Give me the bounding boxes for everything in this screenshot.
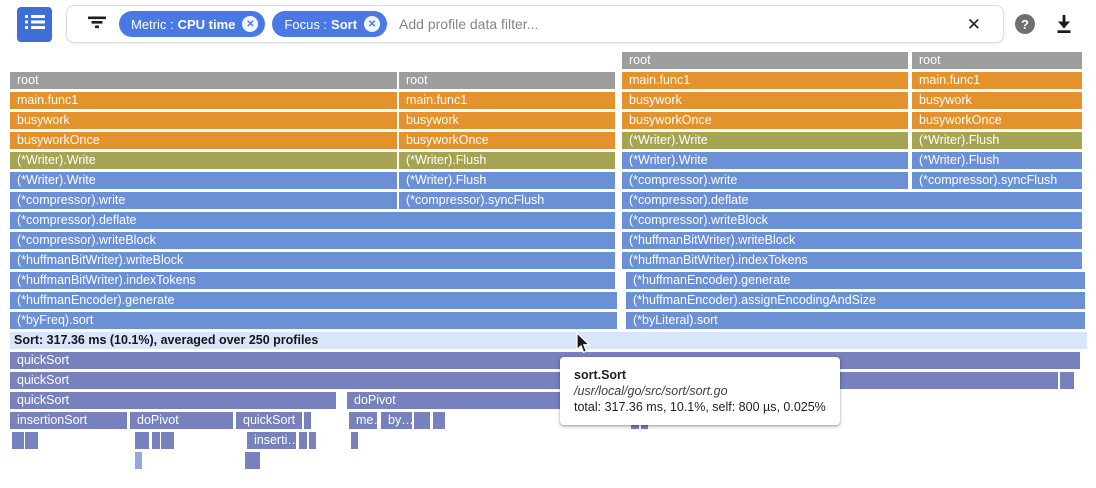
frame-quickSort[interactable]: quickSort — [10, 392, 336, 409]
list-icon — [24, 14, 45, 35]
frame-main.func1[interactable]: main.func1 — [10, 92, 397, 109]
frame-(*Writer).Flush[interactable]: (*Writer).Flush — [912, 132, 1082, 149]
frame-(*huffmanBitWriter).indexTokens[interactable]: (*huffmanBitWriter).indexTokens — [622, 252, 1082, 269]
flame-sliver[interactable] — [12, 432, 24, 449]
flame-sliver[interactable] — [299, 432, 307, 449]
frame-quickSort[interactable]: quickSort — [10, 352, 1080, 369]
flame-sliver[interactable] — [25, 432, 32, 449]
frame-main.func1[interactable]: main.func1 — [912, 72, 1082, 89]
frame-(*huffmanBitWriter).indexTokens[interactable]: (*huffmanBitWriter).indexTokens — [10, 272, 615, 289]
flame-sliver[interactable] — [152, 432, 160, 449]
frame-(*Writer).Write[interactable]: (*Writer).Write — [10, 172, 397, 189]
frame-(*huffmanEncoder).generate[interactable]: (*huffmanEncoder).generate — [10, 292, 617, 309]
focus-band-sort[interactable]: Sort: 317.36 ms (10.1%), averaged over 2… — [10, 332, 1087, 349]
frame-quickSort[interactable]: quickSort — [236, 412, 302, 429]
filter-placeholder: Add profile data filter... — [399, 16, 539, 32]
flame-sliver[interactable] — [433, 412, 440, 429]
frame-(*Writer).Flush[interactable]: (*Writer).Flush — [912, 152, 1082, 169]
flame-sliver[interactable] — [1060, 372, 1074, 389]
mouse-cursor-icon — [576, 331, 591, 359]
frame-root[interactable]: root — [912, 52, 1082, 69]
chip-value: CPU time — [177, 16, 236, 32]
frame-root[interactable]: root — [622, 52, 908, 69]
download-icon[interactable] — [1054, 13, 1074, 39]
frame-(*Writer).Write[interactable]: (*Writer).Write — [622, 152, 908, 169]
frame-(*compressor).write[interactable]: (*compressor).write — [10, 192, 397, 209]
flame-sliver[interactable] — [351, 432, 358, 449]
frame-main.func1[interactable]: main.func1 — [399, 92, 615, 109]
frame-(*Writer).Flush[interactable]: (*Writer).Flush — [399, 172, 615, 189]
frame-busywork[interactable]: busywork — [399, 112, 615, 129]
flame-sliver[interactable] — [245, 452, 252, 469]
filter-input[interactable]: Metric : CPU time ✕ Focus : Sort ✕ Add p… — [66, 5, 1004, 43]
profile-list-menu-button[interactable] — [17, 7, 52, 42]
frame-(*compressor).syncFlush[interactable]: (*compressor).syncFlush — [912, 172, 1082, 189]
frame-busywork[interactable]: busywork — [622, 92, 908, 109]
tooltip-title: sort.Sort — [574, 368, 627, 382]
frame-busyworkOnce[interactable]: busyworkOnce — [912, 112, 1082, 129]
chip-value: Sort — [331, 16, 358, 32]
flame-sliver[interactable] — [438, 412, 445, 429]
tooltip-path: /usr/local/go/src/sort/sort.go — [574, 384, 728, 398]
frame-busywork[interactable]: busywork — [10, 112, 397, 129]
frame-(*huffmanEncoder).assignEncodingAndSize[interactable]: (*huffmanEncoder).assignEncodingAndSize — [626, 292, 1085, 309]
frame-(*compressor).writeBlock[interactable]: (*compressor).writeBlock — [622, 212, 1082, 229]
flame-sliver[interactable] — [414, 412, 430, 429]
flame-sliver[interactable] — [31, 432, 38, 449]
frame-(*huffmanBitWriter).writeBlock[interactable]: (*huffmanBitWriter).writeBlock — [10, 252, 615, 269]
filter-chip-focus[interactable]: Focus : Sort ✕ — [272, 11, 388, 37]
help-icon[interactable]: ? — [1015, 14, 1035, 34]
frame-doPivot[interactable]: doPivot — [130, 412, 233, 429]
frame-busywork[interactable]: busywork — [912, 92, 1082, 109]
frame-(*compressor).write[interactable]: (*compressor).write — [622, 172, 908, 189]
frame-quickSort[interactable]: quickSort — [10, 372, 1058, 389]
frame-busyworkOnce[interactable]: busyworkOnce — [622, 112, 908, 129]
frame-insertionSort[interactable]: insertionSort — [10, 412, 127, 429]
frame-(*byLiteral).sort[interactable]: (*byLiteral).sort — [626, 312, 1085, 329]
frame-(*Writer).Write[interactable]: (*Writer).Write — [10, 152, 397, 169]
filter-list-icon — [87, 14, 107, 35]
frame-(*compressor).syncFlush[interactable]: (*compressor).syncFlush — [399, 192, 615, 209]
flame-sliver[interactable] — [167, 432, 174, 449]
frame-(*Writer).Flush[interactable]: (*Writer).Flush — [399, 152, 615, 169]
frame-busyworkOnce[interactable]: busyworkOnce — [10, 132, 397, 149]
frame-main.func1[interactable]: main.func1 — [622, 72, 908, 89]
frame-(*huffmanBitWriter).writeBlock[interactable]: (*huffmanBitWriter).writeBlock — [622, 232, 1082, 249]
frame-(*compressor).deflate[interactable]: (*compressor).deflate — [10, 212, 615, 229]
chip-prefix: Metric : — [131, 16, 174, 32]
flame-sliver[interactable] — [135, 452, 142, 469]
frame-(*compressor).writeBlock[interactable]: (*compressor).writeBlock — [10, 232, 615, 249]
chip-prefix: Focus : — [284, 16, 328, 32]
tooltip-stats: total: 317.36 ms, 10.1%, self: 800 µs, 0… — [574, 400, 826, 414]
frame-(*huffmanEncoder).generate[interactable]: (*huffmanEncoder).generate — [626, 272, 1085, 289]
chip-remove-icon[interactable]: ✕ — [242, 16, 259, 32]
flame-sliver[interactable] — [309, 432, 316, 449]
frame-by…[interactable]: by… — [381, 412, 412, 429]
flame-sliver[interactable] — [249, 452, 256, 469]
flame-sliver[interactable] — [161, 432, 168, 449]
frame-tooltip: sort.Sort /usr/local/go/src/sort/sort.go… — [560, 357, 840, 425]
filter-chip-metric[interactable]: Metric : CPU time ✕ — [119, 11, 266, 37]
frame-(*Writer).Write[interactable]: (*Writer).Write — [622, 132, 908, 149]
frame-(*byFreq).sort[interactable]: (*byFreq).sort — [10, 312, 617, 329]
clear-filters-icon[interactable]: ✕ — [966, 15, 981, 34]
chip-remove-icon[interactable]: ✕ — [364, 16, 381, 32]
flame-sliver[interactable] — [135, 432, 149, 449]
frame-root[interactable]: root — [10, 72, 397, 89]
frame-busyworkOnce[interactable]: busyworkOnce — [399, 132, 615, 149]
frame-root[interactable]: root — [399, 72, 615, 89]
flame-sliver[interactable] — [253, 452, 260, 469]
flame-sliver[interactable] — [304, 412, 311, 429]
frame-inserti…[interactable]: inserti… — [247, 432, 296, 449]
frame-me…[interactable]: me… — [349, 412, 377, 429]
frame-(*compressor).deflate[interactable]: (*compressor).deflate — [622, 192, 1082, 209]
